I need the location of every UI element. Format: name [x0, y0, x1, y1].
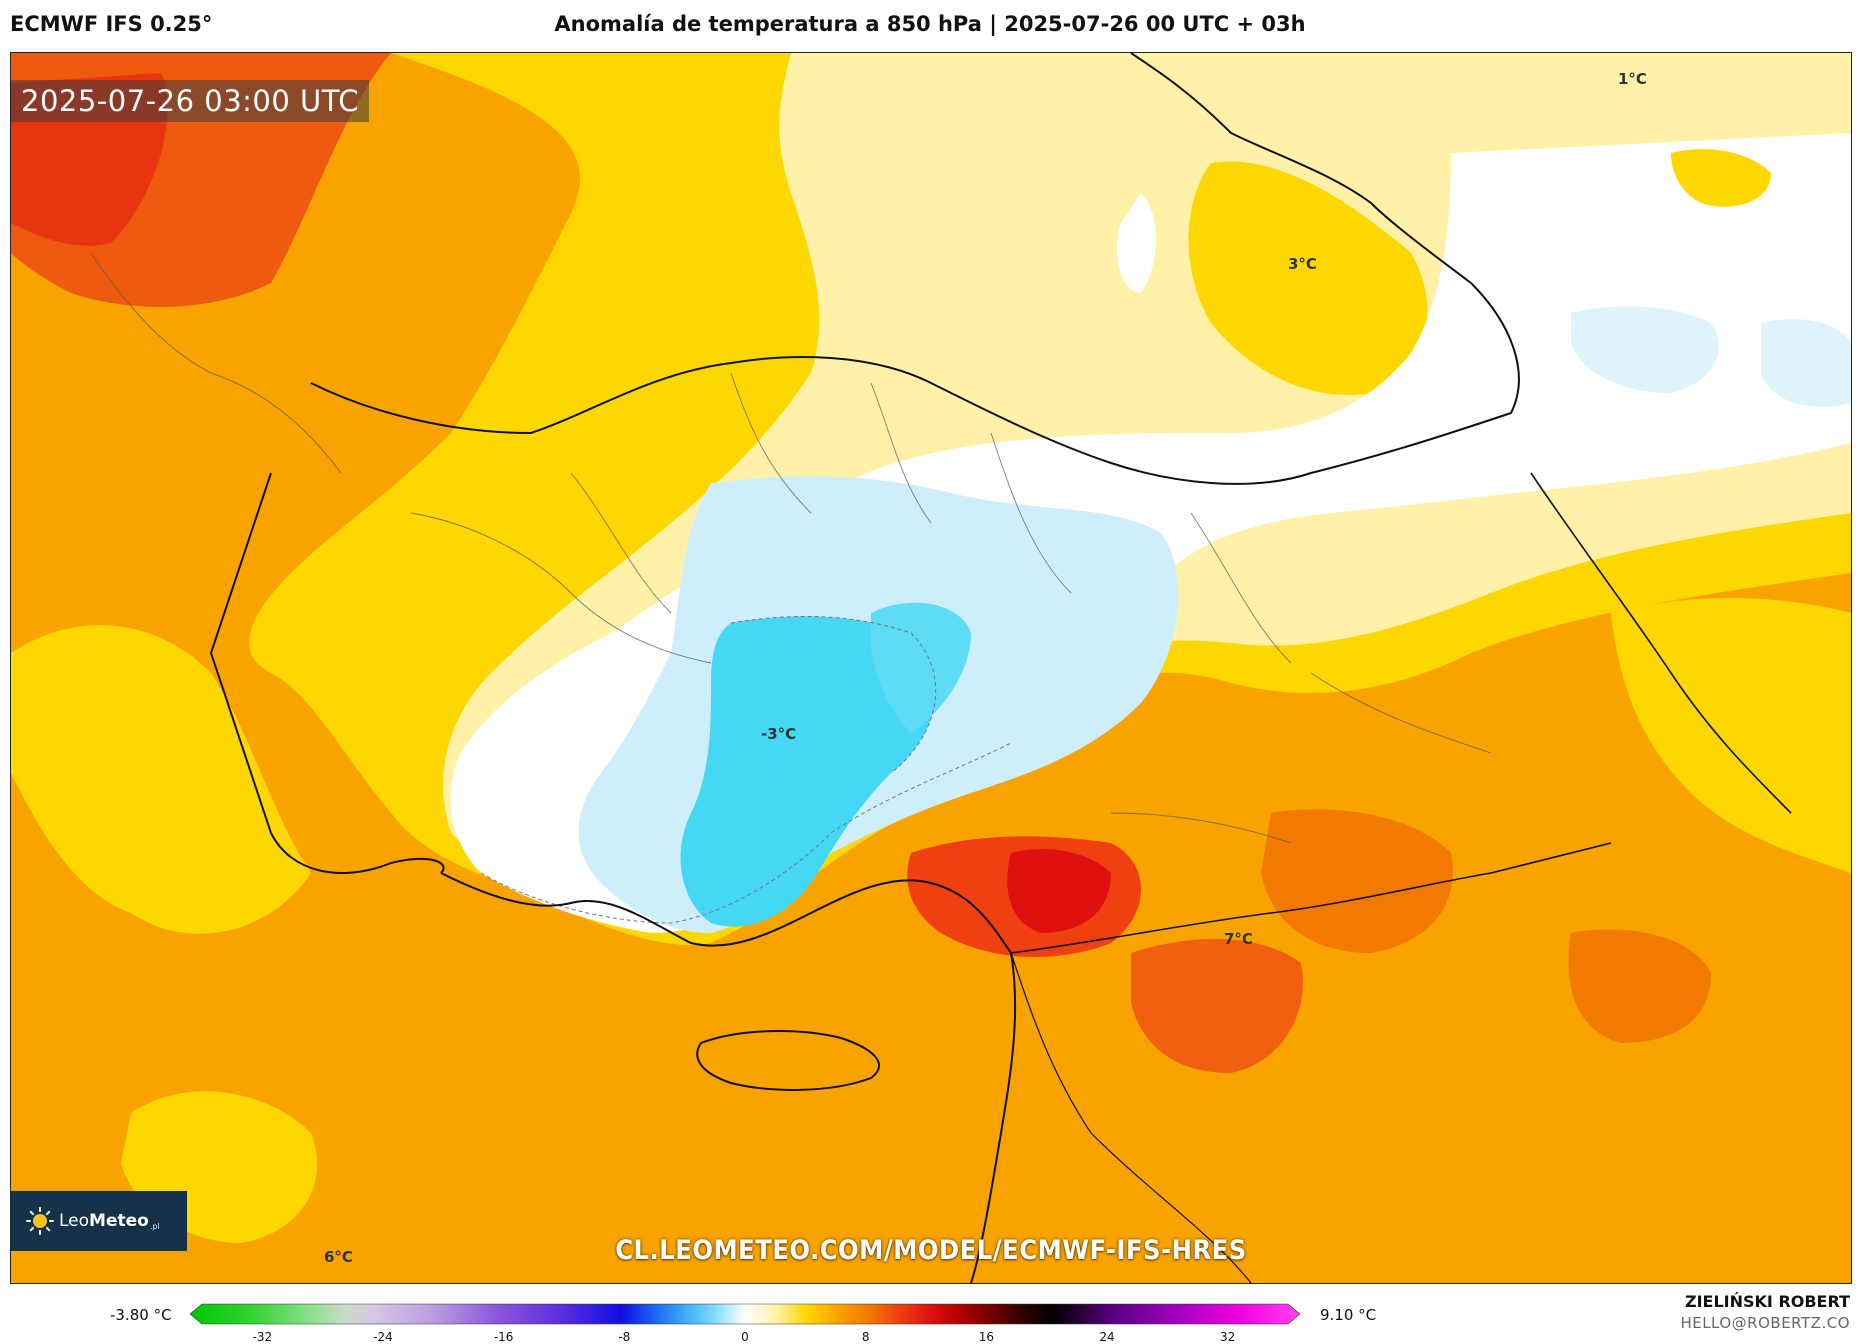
valid-time-badge: 2025-07-26 03:00 UTC — [11, 80, 370, 122]
temp-label-north: 3°C — [1288, 255, 1317, 273]
colorbar-tick-label: 8 — [861, 1330, 870, 1344]
logo-text: LeoMeteo.pl — [59, 1211, 160, 1231]
colorbar-tick-label: 16 — [978, 1330, 994, 1344]
coastline-black-sea — [310, 53, 1520, 485]
colorbar — [190, 1303, 1300, 1325]
footer: -3.80 °C -32 -24 -16 -8 0 8 16 24 32 9.10 °C ZIE… — [0, 1282, 1860, 1344]
border-turkey-syria — [1010, 842, 1612, 954]
author-name: ZIELIŃSKI ROBERT — [1684, 1292, 1850, 1311]
coastline-aegean — [209, 472, 445, 874]
coastline-south-anatolia — [440, 872, 1017, 1283]
author-email[interactable]: HELLO@ROBERTZ.CO — [1680, 1314, 1850, 1332]
temp-label-southwest: 6°C — [324, 1248, 353, 1266]
colorbar-tick-label: -24 — [373, 1330, 393, 1344]
colorbar-tick-label: -8 — [618, 1330, 631, 1344]
colorbar-tick-label: 32 — [1220, 1330, 1236, 1344]
temp-label-ne: 1°C — [1618, 70, 1647, 88]
model-name: ECMWF IFS 0.25° — [10, 12, 213, 36]
map-panel[interactable]: 2025-07-26 03:00 UTC 1°C 3°C -3°C 7°C 6°… — [10, 52, 1852, 1284]
header: ECMWF IFS 0.25° Anomalía de temperatura … — [0, 0, 1860, 52]
logo-text-light: Leo — [59, 1211, 90, 1231]
colorbar-min-value: -3.80 °C — [110, 1306, 172, 1324]
map-title: Anomalía de temperatura a 850 hPa | 2025… — [554, 12, 1306, 36]
temperature-anomaly-field — [11, 53, 1851, 1283]
colorbar-tick-label: 0 — [741, 1330, 749, 1344]
coastline-cyprus — [696, 1030, 881, 1091]
source-url: CL.LEOMETEO.COM/MODEL/ECMWF-IFS-HRES — [615, 1235, 1247, 1266]
field-cyan-core — [680, 616, 936, 927]
colorbar-tick-label: -32 — [252, 1330, 273, 1344]
logo-suffix: .pl — [149, 1222, 160, 1231]
sun-icon — [26, 1207, 54, 1235]
temp-label-southeast: 7°C — [1224, 930, 1253, 948]
temp-label-central: -3°C — [761, 725, 797, 743]
colorbar-max-value: 9.10 °C — [1320, 1306, 1377, 1324]
colorbar-tick-label: -16 — [493, 1330, 514, 1344]
logo-text-bold: Meteo — [89, 1211, 149, 1231]
colorbar-tick-label: 24 — [1099, 1330, 1115, 1344]
leometeo-logo[interactable]: LeoMeteo.pl — [11, 1191, 187, 1251]
